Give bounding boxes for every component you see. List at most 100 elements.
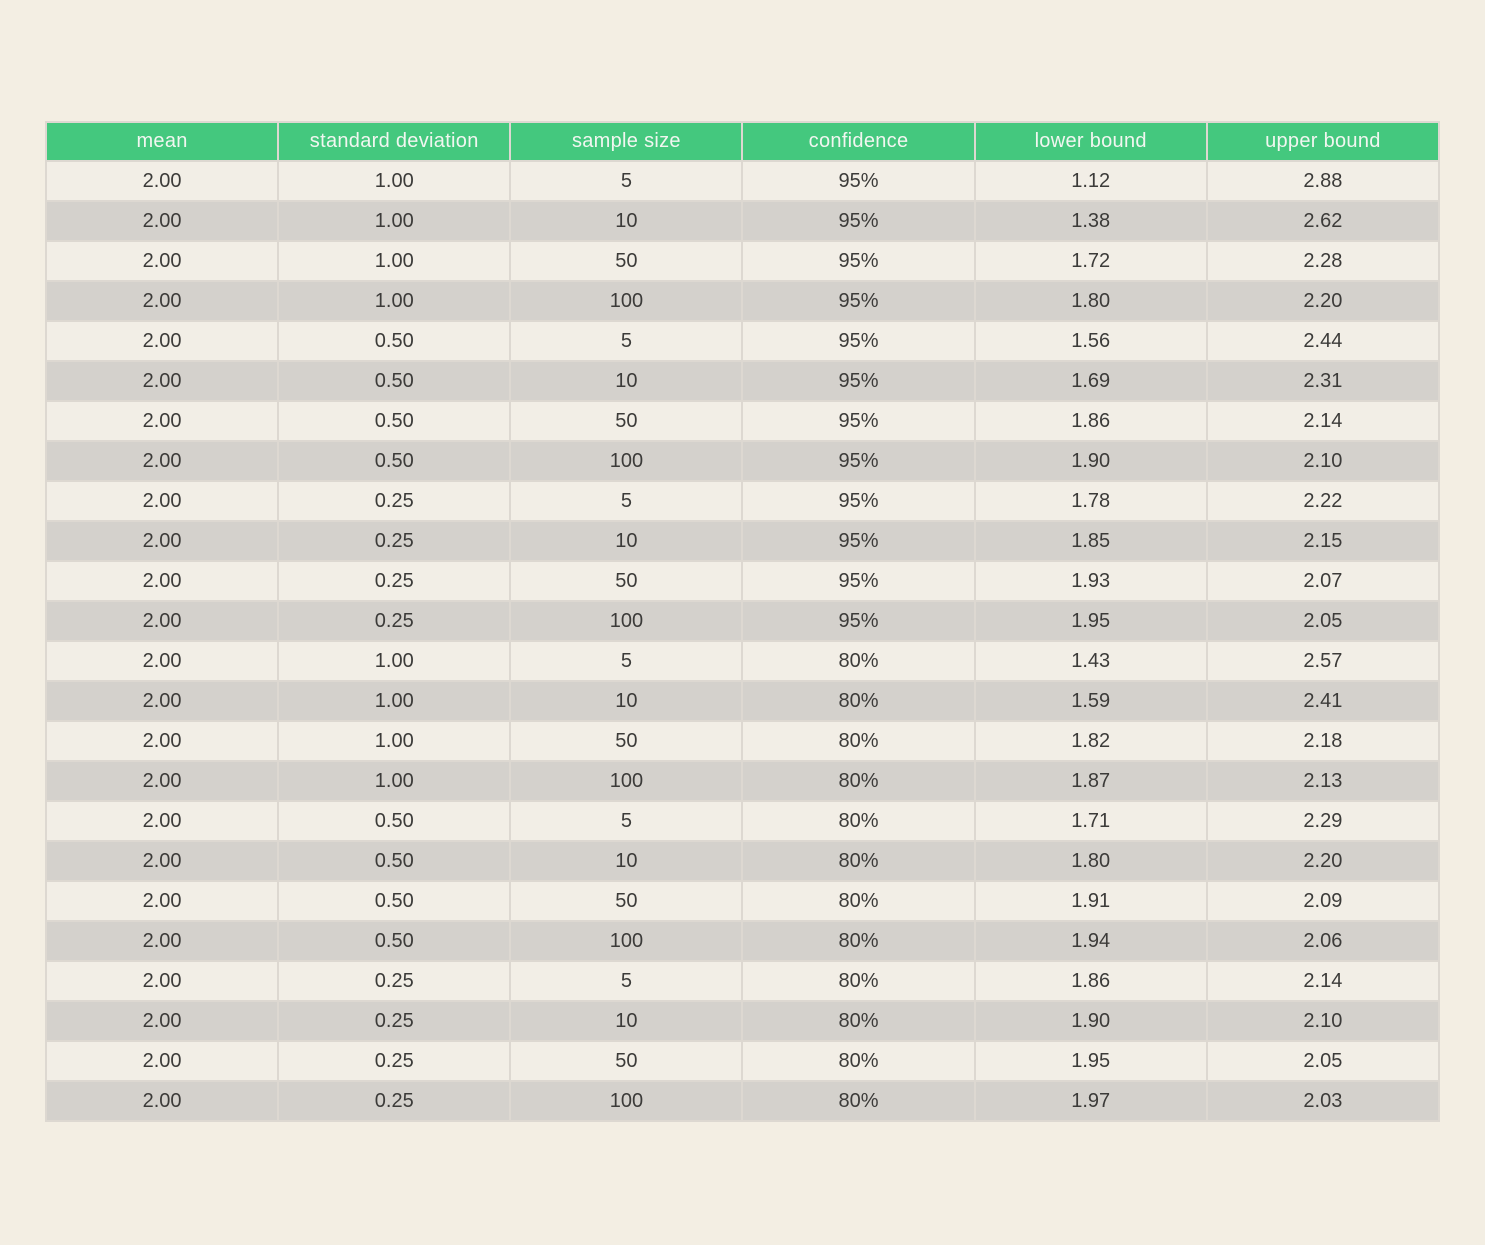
table-cell: 2.05 <box>1205 1040 1441 1082</box>
table-cell: 1.38 <box>973 200 1208 242</box>
table-cell: 10 <box>509 680 744 722</box>
table-cell: 80% <box>741 840 976 882</box>
table-cell: 2.00 <box>44 240 280 282</box>
table-cell: 95% <box>741 240 976 282</box>
table-cell: 1.69 <box>973 360 1208 402</box>
table-cell: 2.00 <box>44 680 280 722</box>
table-row: 2.00 0.50 5 80% 1.71 2.29 <box>44 800 1441 842</box>
table-cell: 2.00 <box>44 480 280 522</box>
table-cell: 0.25 <box>277 480 512 522</box>
table-cell: 10 <box>509 520 744 562</box>
table-cell: 1.94 <box>973 920 1208 962</box>
table-cell: 5 <box>509 800 744 842</box>
table-cell: 80% <box>741 960 976 1002</box>
table-cell: 0.25 <box>277 560 512 602</box>
table-cell: 5 <box>509 480 744 522</box>
table-cell: 80% <box>741 1080 976 1122</box>
table-row: 2.00 0.25 10 80% 1.90 2.10 <box>44 1000 1441 1042</box>
confidence-interval-table: mean standard deviation sample size conf… <box>44 121 1441 1122</box>
table-cell: 2.00 <box>44 200 280 242</box>
table-cell: 95% <box>741 400 976 442</box>
column-header-sample-size: sample size <box>509 121 744 162</box>
table-cell: 1.97 <box>973 1080 1208 1122</box>
table-cell: 10 <box>509 840 744 882</box>
table-cell: 2.31 <box>1205 360 1441 402</box>
table-cell: 100 <box>509 600 744 642</box>
table-cell: 1.71 <box>973 800 1208 842</box>
table-cell: 0.25 <box>277 600 512 642</box>
table-cell: 100 <box>509 1080 744 1122</box>
table-cell: 2.00 <box>44 920 280 962</box>
table-cell: 2.00 <box>44 280 280 322</box>
table-cell: 2.00 <box>44 760 280 802</box>
table-cell: 1.90 <box>973 440 1208 482</box>
table-cell: 80% <box>741 640 976 682</box>
table-cell: 100 <box>509 280 744 322</box>
table-cell: 95% <box>741 560 976 602</box>
table-cell: 80% <box>741 720 976 762</box>
table-cell: 1.93 <box>973 560 1208 602</box>
table-cell: 1.72 <box>973 240 1208 282</box>
table-row: 2.00 0.25 10 95% 1.85 2.15 <box>44 520 1441 562</box>
table-cell: 2.29 <box>1205 800 1441 842</box>
table-cell: 1.87 <box>973 760 1208 802</box>
table-cell: 5 <box>509 960 744 1002</box>
table-cell: 1.95 <box>973 1040 1208 1082</box>
table-cell: 1.90 <box>973 1000 1208 1042</box>
table-row: 2.00 0.50 5 95% 1.56 2.44 <box>44 320 1441 362</box>
table-cell: 1.00 <box>277 160 512 202</box>
table-cell: 80% <box>741 880 976 922</box>
table-cell: 50 <box>509 400 744 442</box>
table-row: 2.00 1.00 10 80% 1.59 2.41 <box>44 680 1441 722</box>
table-cell: 100 <box>509 920 744 962</box>
table-cell: 2.57 <box>1205 640 1441 682</box>
table-body: 2.00 1.00 5 95% 1.12 2.88 2.00 1.00 10 95% 1.38 2.6… <box>44 160 1441 1122</box>
table-cell: 2.28 <box>1205 240 1441 282</box>
table-cell: 2.00 <box>44 160 280 202</box>
table-cell: 1.80 <box>973 280 1208 322</box>
table-cell: 50 <box>509 560 744 602</box>
column-header-confidence: confidence <box>741 121 976 162</box>
table-cell: 2.00 <box>44 640 280 682</box>
table-row: 2.00 1.00 10 95% 1.38 2.62 <box>44 200 1441 242</box>
table-cell: 0.50 <box>277 840 512 882</box>
table-cell: 1.82 <box>973 720 1208 762</box>
table-row: 2.00 0.50 50 95% 1.86 2.14 <box>44 400 1441 442</box>
table-cell: 0.25 <box>277 1080 512 1122</box>
table-row: 2.00 1.00 50 80% 1.82 2.18 <box>44 720 1441 762</box>
table-row: 2.00 1.00 100 95% 1.80 2.20 <box>44 280 1441 322</box>
table-cell: 0.25 <box>277 520 512 562</box>
table-cell: 2.07 <box>1205 560 1441 602</box>
table-row: 2.00 0.50 10 95% 1.69 2.31 <box>44 360 1441 402</box>
table-cell: 1.91 <box>973 880 1208 922</box>
table-cell: 5 <box>509 160 744 202</box>
table-cell: 80% <box>741 920 976 962</box>
table-cell: 2.06 <box>1205 920 1441 962</box>
table-cell: 1.78 <box>973 480 1208 522</box>
table-cell: 80% <box>741 760 976 802</box>
table-cell: 5 <box>509 640 744 682</box>
table-cell: 0.50 <box>277 880 512 922</box>
table-cell: 2.03 <box>1205 1080 1441 1122</box>
table-cell: 80% <box>741 1000 976 1042</box>
confidence-interval-table-container: mean standard deviation sample size conf… <box>44 121 1441 1122</box>
table-cell: 1.43 <box>973 640 1208 682</box>
table-cell: 95% <box>741 440 976 482</box>
table-cell: 2.00 <box>44 720 280 762</box>
table-cell: 95% <box>741 160 976 202</box>
table-cell: 1.00 <box>277 640 512 682</box>
table-cell: 100 <box>509 440 744 482</box>
table-cell: 1.86 <box>973 400 1208 442</box>
table-cell: 1.00 <box>277 720 512 762</box>
table-cell: 1.95 <box>973 600 1208 642</box>
column-header-upper-bound: upper bound <box>1205 121 1441 162</box>
table-cell: 1.12 <box>973 160 1208 202</box>
table-cell: 50 <box>509 1040 744 1082</box>
table-cell: 2.20 <box>1205 840 1441 882</box>
table-cell: 95% <box>741 520 976 562</box>
table-cell: 2.00 <box>44 600 280 642</box>
table-cell: 95% <box>741 600 976 642</box>
table-row: 2.00 0.50 50 80% 1.91 2.09 <box>44 880 1441 922</box>
table-row: 2.00 0.25 100 80% 1.97 2.03 <box>44 1080 1441 1122</box>
table-cell: 5 <box>509 320 744 362</box>
